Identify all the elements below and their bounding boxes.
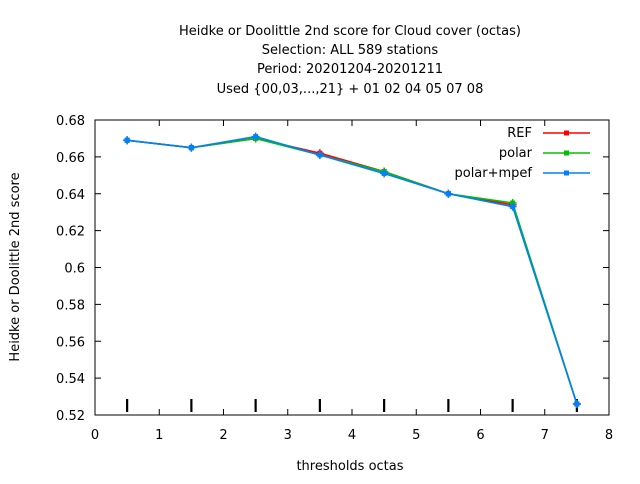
y-tick-label: 0.58 (56, 298, 85, 313)
y-tick-label: 0.6 (64, 262, 85, 277)
legend-swatch-point (564, 130, 569, 136)
legend-label: polar (499, 146, 533, 161)
legend-swatch-point (564, 150, 569, 156)
y-tick-label: 0.54 (56, 372, 85, 387)
x-tick-label: 3 (284, 428, 292, 443)
legend-item: REF (507, 126, 590, 141)
y-tick-label: 0.66 (56, 151, 85, 166)
y-tick-label: 0.68 (56, 114, 85, 129)
legend-label: REF (507, 126, 532, 141)
x-tick-label: 4 (348, 428, 356, 443)
legend: REF polar polar+mpef (454, 126, 590, 181)
title-line-4: Used {00,03,...,21} + 01 02 04 05 07 08 (217, 82, 484, 97)
title-line-2: Selection: ALL 589 stations (262, 43, 439, 58)
legend-swatch-point (564, 170, 569, 176)
title-line-3: Period: 20201204-20201211 (257, 62, 443, 77)
series-line (127, 135, 578, 405)
y-axis-label: Heidke or Doolittle 2nd score (8, 172, 23, 361)
x-axis-label: thresholds octas (296, 459, 403, 474)
x-tick-label: 5 (412, 428, 420, 443)
series-group (123, 132, 581, 408)
y-tick-label: 0.56 (56, 335, 85, 350)
x-tick-label: 8 (605, 428, 613, 443)
y-tick-label: 0.62 (56, 225, 85, 240)
x-tick-label: 7 (541, 428, 549, 443)
y-tick-label: 0.64 (56, 188, 85, 203)
x-tick-label: 0 (91, 428, 99, 443)
x-tick-label: 2 (219, 428, 227, 443)
title-line-1: Heidke or Doolittle 2nd score for Cloud … (179, 24, 521, 39)
axis-tick-labels: 0 1 2 3 4 5 6 7 8 0.52 0.54 0.56 0.58 0.6 0.62 0.64 0.66… (56, 114, 613, 443)
legend-label: polar+mpef (454, 166, 532, 181)
x-tick-label: 6 (476, 428, 484, 443)
chart-title: Heidke or Doolittle 2nd score for Cloud … (179, 24, 521, 97)
x-tick-label: 1 (155, 428, 163, 443)
legend-item: polar (499, 146, 590, 161)
y-tick-label: 0.52 (56, 409, 85, 424)
series-polar-mpef (123, 132, 581, 408)
legend-item: polar+mpef (454, 166, 590, 181)
